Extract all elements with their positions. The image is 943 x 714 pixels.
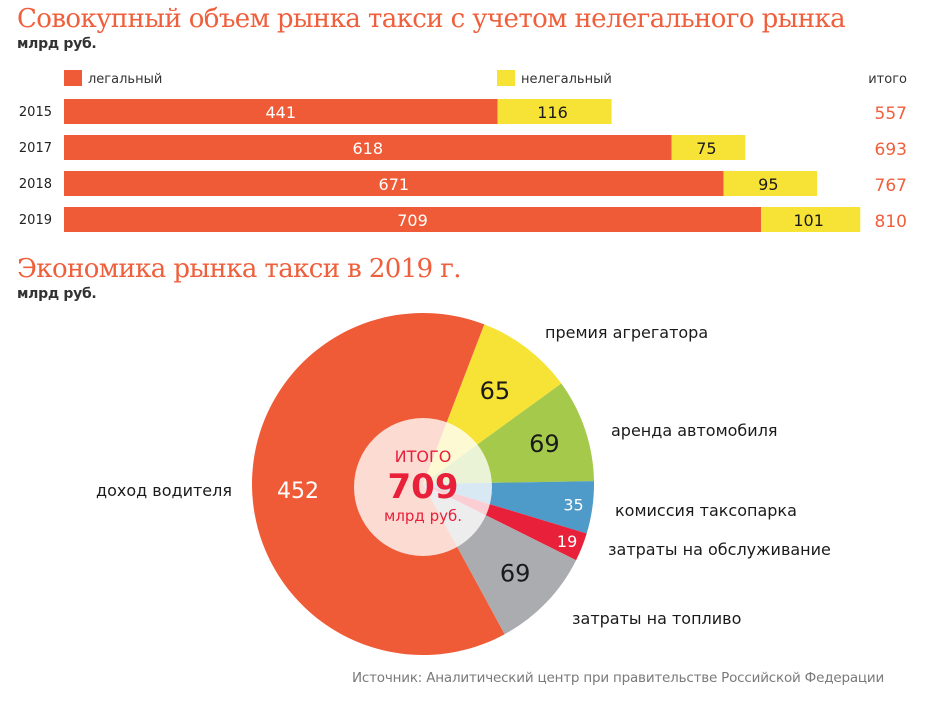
pie-label-driver-income: доход водителя [96, 481, 232, 500]
year-label: 2017 [19, 141, 52, 156]
pie-center-label-bottom: млрд руб. [384, 507, 462, 525]
legend-swatch-illegal [497, 70, 515, 86]
pie-value-driver-income: 452 [277, 479, 319, 504]
pie-value-maintenance-costs: 19 [557, 532, 577, 551]
legend-label-legal: легальный [88, 72, 162, 87]
pie-center-circle [354, 418, 492, 556]
bar-legal-value: 671 [379, 175, 410, 194]
pie-value-car-rental: 69 [529, 430, 560, 458]
pie-label-fuel-costs: затраты на топливо [572, 609, 741, 628]
bar-legal-value: 709 [397, 211, 428, 230]
bar-total-value: 557 [875, 104, 907, 124]
pie-value-taxi-park-commission: 35 [563, 496, 583, 515]
legend-swatch-legal [64, 70, 82, 86]
pie-center-total: 709 [388, 467, 459, 507]
totals-header: итого [868, 72, 907, 87]
bar-illegal-value: 101 [793, 211, 824, 230]
bar-illegal [723, 171, 818, 196]
bar-illegal [671, 135, 746, 160]
bar-total-value: 767 [875, 176, 907, 196]
bar-chart-unit: млрд руб. [17, 36, 97, 52]
source-note: Источник: Аналитический центр при правит… [352, 670, 885, 686]
bar-legal-value: 618 [352, 139, 383, 158]
bar-total-value: 810 [875, 212, 907, 232]
pie-label-aggregator-fee: премия агрегатора [545, 323, 708, 342]
pie-chart-title: Экономика рынка такси в 2019 г. [17, 254, 462, 284]
year-label: 2018 [19, 177, 52, 192]
bar-total-value: 693 [875, 140, 907, 160]
year-label: 2019 [19, 213, 52, 228]
bar-legal [64, 99, 498, 124]
bar-legal-value: 441 [265, 103, 296, 122]
bar-illegal-value: 75 [696, 139, 716, 158]
bar-chart-title: Совокупный объем рынка такси с учетом не… [17, 4, 846, 34]
pie-label-car-rental: аренда автомобиля [611, 421, 778, 440]
pie-label-taxi-park-commission: комиссия таксопарка [615, 501, 797, 520]
bar-illegal [497, 99, 612, 124]
bar-legal [64, 207, 761, 232]
pie-chart-unit: млрд руб. [17, 286, 97, 302]
pie-center-label-top: ИТОГО [395, 447, 452, 466]
pie-value-fuel-costs: 69 [500, 560, 531, 588]
stacked-bar-chart: легальный нелегальный итого 2015 441 116 557 20… [19, 70, 907, 232]
pie-label-maintenance-costs: затраты на обслуживание [608, 540, 831, 559]
bar-illegal-value: 95 [758, 175, 778, 194]
bar-legal [64, 171, 724, 196]
bar-illegal [761, 207, 861, 232]
pie-value-aggregator-fee: 65 [480, 377, 511, 405]
bar-legal [64, 135, 672, 160]
bar-illegal-value: 116 [537, 103, 568, 122]
year-label: 2015 [19, 105, 52, 120]
legend-label-illegal: нелегальный [521, 72, 612, 87]
